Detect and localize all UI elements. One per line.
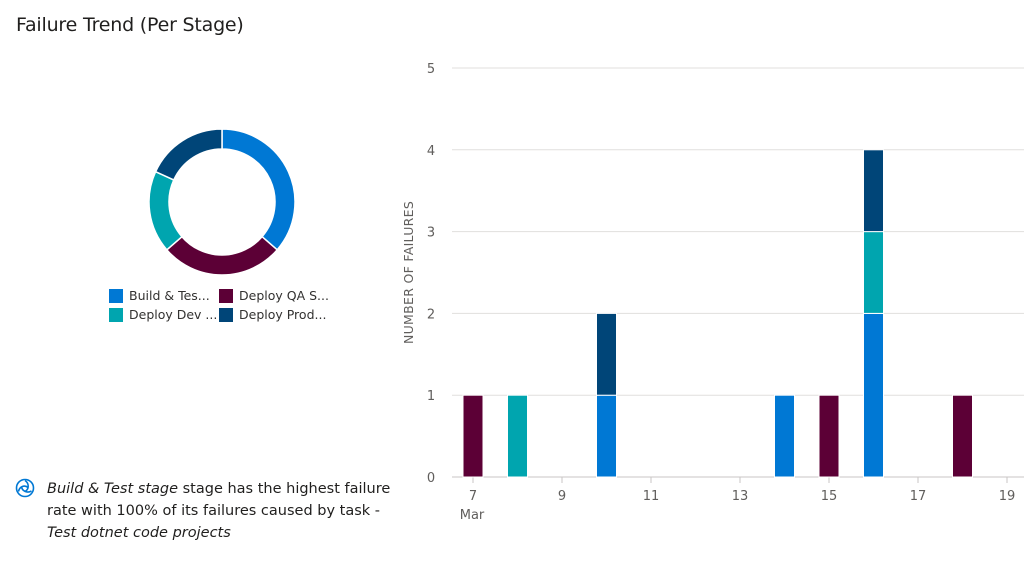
insight-stage-name: Build & Test stage xyxy=(47,481,179,497)
legend-swatch-qa xyxy=(219,288,233,303)
page-title: Failure Trend (Per Stage) xyxy=(16,14,244,36)
insight-task-name: Test dotnet code projects xyxy=(47,525,231,541)
legend-item-build[interactable]: Build & Tes... xyxy=(109,288,219,303)
bar-deploy-dev-stage-mar-8[interactable] xyxy=(507,394,528,478)
y-tick-label: 5 xyxy=(427,62,435,77)
x-tick-label: 17 xyxy=(910,489,927,504)
legend-swatch-dev xyxy=(109,307,123,322)
y-tick-label: 3 xyxy=(427,226,435,241)
insight-text: Build & Test stage stage has the highest… xyxy=(47,478,407,544)
legend-item-qa[interactable]: Deploy QA S... xyxy=(219,288,329,303)
donut-slice-build-test-stage[interactable] xyxy=(221,128,296,251)
bar-build-test-stage-mar-10[interactable] xyxy=(596,394,617,478)
legend-swatch-prod xyxy=(219,307,233,322)
bar-build-test-stage-mar-16[interactable] xyxy=(863,312,884,478)
y-tick-label: 0 xyxy=(427,471,435,486)
x-tick-label: 15 xyxy=(821,489,838,504)
x-tick-label: 9 xyxy=(558,489,566,504)
failures-bar-chart: 0 1 2 3 4 5 NUMBER OF FAILURES 7 9 11 13 15 17 19 Mar xyxy=(401,62,1024,523)
bar-deploy-qa-stage-mar-7[interactable] xyxy=(462,394,484,478)
legend-label-build: Build & Tes... xyxy=(129,288,210,303)
legend-row: Deploy Dev ... Deploy Prod... xyxy=(109,305,369,324)
legend-swatch-build xyxy=(109,288,123,303)
bar-deploy-qa-stage-mar-18[interactable] xyxy=(952,394,973,478)
insight-icon xyxy=(15,478,35,498)
x-tick-label: 7 xyxy=(469,489,477,504)
legend-label-dev: Deploy Dev ... xyxy=(129,307,218,322)
legend-label-qa: Deploy QA S... xyxy=(239,288,329,303)
x-tick-label: 19 xyxy=(999,489,1016,504)
bar-deploy-dev-stage-mar-16[interactable] xyxy=(863,231,884,314)
legend-item-dev[interactable]: Deploy Dev ... xyxy=(109,307,219,322)
bar-deploy-prod-stage-mar-16[interactable] xyxy=(863,149,884,233)
y-tick-label: 1 xyxy=(427,389,435,404)
x-tick-label: 11 xyxy=(643,489,660,504)
x-month-label: Mar xyxy=(460,508,485,523)
donut-slice-deploy-prod-stage[interactable] xyxy=(154,128,223,181)
y-axis-label: NUMBER OF FAILURES xyxy=(401,201,416,344)
donut-slice-deploy-qa-stage[interactable] xyxy=(165,235,279,276)
legend-item-prod[interactable]: Deploy Prod... xyxy=(219,307,326,322)
x-tick-label: 13 xyxy=(732,489,749,504)
legend-label-prod: Deploy Prod... xyxy=(239,307,327,322)
bar-deploy-qa-stage-mar-15[interactable] xyxy=(818,394,840,478)
legend-row: Build & Tes... Deploy QA S... xyxy=(109,286,369,305)
y-tick-label: 2 xyxy=(427,307,435,322)
insight-callout: Build & Test stage stage has the highest… xyxy=(14,478,414,544)
bar-deploy-prod-stage-mar-10[interactable] xyxy=(596,312,617,396)
donut-legend: Build & Tes... Deploy QA S... Deploy Dev… xyxy=(109,286,369,324)
y-tick-label: 4 xyxy=(427,144,435,159)
donut-chart xyxy=(148,128,296,276)
bar-build-test-stage-mar-14[interactable] xyxy=(774,394,795,478)
donut-slice-deploy-dev-stage[interactable] xyxy=(148,170,184,251)
insight-text-middle: stage has the highest failure rate with … xyxy=(47,481,391,519)
